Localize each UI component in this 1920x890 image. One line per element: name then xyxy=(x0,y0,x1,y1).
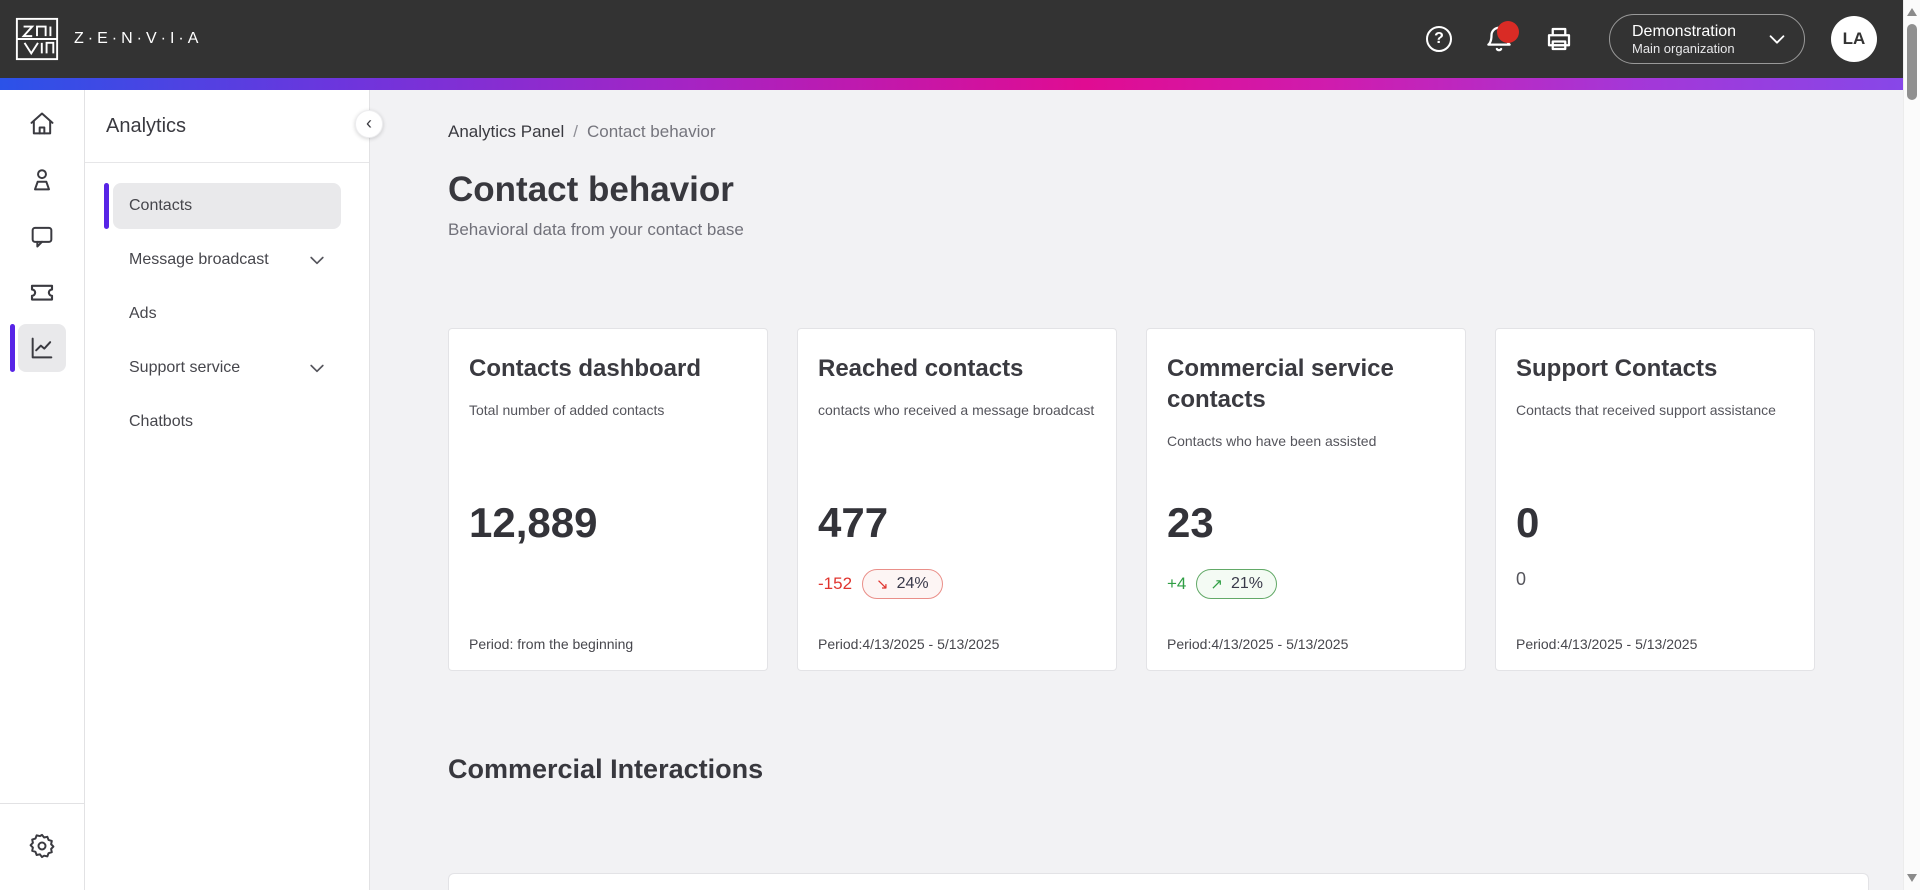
topbar: Z·E·N·V·I·A ? Demonstration Main organiz xyxy=(0,0,1903,78)
card-delta-row: -152 ↘ 24% xyxy=(818,569,943,599)
card-description: Contacts who have been assisted xyxy=(1167,433,1377,449)
organization-switcher[interactable]: Demonstration Main organization xyxy=(1609,14,1805,64)
sidebar-item-label: Chatbots xyxy=(129,413,194,430)
commercial-interactions-panel xyxy=(448,873,1869,890)
chevron-left-icon: ‹ xyxy=(366,112,372,133)
scroll-up-arrow[interactable] xyxy=(1907,8,1917,16)
sidebar-item-message-broadcast[interactable]: Message broadcast xyxy=(113,237,341,283)
sidebar-menu: Contacts Message broadcast Ads Support s… xyxy=(104,183,341,445)
sidebar-title: Analytics xyxy=(106,115,187,137)
sidebar-collapse-button[interactable]: ‹ xyxy=(355,110,383,138)
kpi-cards-row: Contacts dashboard Total number of added… xyxy=(448,328,1869,671)
person-icon xyxy=(28,166,56,194)
ticket-icon xyxy=(27,277,57,307)
card-description: Total number of added contacts xyxy=(469,402,665,418)
organization-texts: Demonstration Main organization xyxy=(1632,22,1736,57)
trend-up-icon: ↗ xyxy=(1210,576,1223,593)
chat-bubble-icon xyxy=(28,222,56,250)
print-button[interactable] xyxy=(1539,19,1579,59)
sidebar-item-contacts[interactable]: Contacts xyxy=(104,183,341,229)
settings-button[interactable] xyxy=(18,822,66,870)
organization-name: Demonstration xyxy=(1632,22,1737,40)
chevron-down-icon xyxy=(1766,28,1788,50)
brand[interactable]: Z·E·N·V·I·A xyxy=(14,16,202,62)
card-period: Period:4/13/2025 - 5/13/2025 xyxy=(1516,636,1698,652)
card-value: 23 xyxy=(1167,499,1214,546)
delta-value: 0 xyxy=(1516,569,1527,589)
help-icon: ? xyxy=(1426,26,1452,52)
breadcrumb-analytics-panel[interactable]: Analytics Panel xyxy=(448,122,565,141)
card-reached-contacts: Reached contacts contacts who received a… xyxy=(797,328,1117,671)
card-title: Support Contacts xyxy=(1516,355,1718,382)
printer-icon xyxy=(1544,24,1574,54)
user-avatar[interactable]: LA xyxy=(1831,16,1877,62)
card-contacts-dashboard: Contacts dashboard Total number of added… xyxy=(448,328,768,671)
card-commercial-service-contacts: Commercial service contacts Contacts who… xyxy=(1146,328,1466,671)
scroll-down-arrow[interactable] xyxy=(1907,874,1917,882)
sidebar-item-label: Message broadcast xyxy=(129,251,269,268)
rail-bottom xyxy=(0,803,85,890)
card-period: Period:4/13/2025 - 5/13/2025 xyxy=(1167,636,1349,652)
trend-percent: 24% xyxy=(896,575,929,592)
sidebar-divider xyxy=(85,162,369,163)
section-title-commercial-interactions: Commercial Interactions xyxy=(448,754,764,784)
card-title: Commercial service contacts xyxy=(1167,355,1394,413)
notification-dot xyxy=(1497,21,1519,43)
app-shell: Analytics ‹ Contacts Message broadcast A… xyxy=(0,90,1903,890)
page-title: Contact behavior xyxy=(448,170,734,209)
trend-down-icon: ↘ xyxy=(876,576,889,593)
sidebar-item-label: Contacts xyxy=(129,197,193,214)
rail-item-tickets[interactable] xyxy=(18,268,66,316)
breadcrumb-current: Contact behavior xyxy=(586,122,716,141)
trend-badge-down: ↘ 24% xyxy=(862,569,943,599)
home-icon xyxy=(28,110,56,138)
trend-badge-up: ↗ 21% xyxy=(1196,569,1277,599)
sidebar-item-label: Ads xyxy=(129,305,157,322)
rail-item-home[interactable] xyxy=(18,100,66,148)
card-delta-row: +4 ↗ 21% xyxy=(1167,569,1277,599)
card-title: Reached contacts xyxy=(818,355,1024,382)
card-value: 477 xyxy=(818,499,889,546)
chevron-down-icon xyxy=(307,250,327,270)
card-period: Period:4/13/2025 - 5/13/2025 xyxy=(818,636,1000,652)
card-value: 0 xyxy=(1516,499,1540,546)
sidebar-item-label: Support service xyxy=(129,359,241,376)
organization-detail: Main organization xyxy=(1632,40,1735,56)
line-chart-icon xyxy=(28,334,56,362)
icon-rail xyxy=(0,90,85,890)
card-period: Period: from the beginning xyxy=(469,636,634,652)
breadcrumb-separator: / xyxy=(573,122,578,141)
delta-value: +4 xyxy=(1167,574,1187,593)
rail-divider xyxy=(0,803,85,804)
help-button[interactable]: ? xyxy=(1419,19,1459,59)
active-rail-indicator xyxy=(10,324,15,372)
trend-percent: 21% xyxy=(1230,575,1263,592)
main-content: Analytics Panel / Contact behavior Conta… xyxy=(370,90,1903,890)
sidebar-item-chatbots[interactable]: Chatbots xyxy=(113,399,341,445)
rail-item-contacts[interactable] xyxy=(18,156,66,204)
zenvia-logo-icon xyxy=(14,16,60,62)
delta-value: -152 xyxy=(818,574,853,593)
breadcrumb: Analytics Panel / Contact behavior xyxy=(448,120,1869,144)
page-subtitle: Behavioral data from your contact base xyxy=(448,220,744,239)
brand-text: Z·E·N·V·I·A xyxy=(74,30,203,47)
sidebar-item-ads[interactable]: Ads xyxy=(113,291,341,337)
sidebar-item-support-service[interactable]: Support service xyxy=(113,345,341,391)
analytics-sidebar: Analytics ‹ Contacts Message broadcast A… xyxy=(85,90,383,890)
card-title: Contacts dashboard xyxy=(469,355,702,382)
active-item-indicator xyxy=(104,183,109,229)
scrollbar-thumb[interactable] xyxy=(1907,24,1917,100)
card-delta-row: 0 xyxy=(1516,569,1526,590)
gear-icon xyxy=(28,832,56,860)
chevron-down-icon xyxy=(307,358,327,378)
vertical-scrollbar[interactable] xyxy=(1903,0,1920,890)
rail-item-conversations[interactable] xyxy=(18,212,66,260)
card-description: Contacts that received support assistanc… xyxy=(1516,402,1776,418)
card-value: 12,889 xyxy=(469,499,598,546)
rail-item-analytics[interactable] xyxy=(10,324,66,372)
card-description: contacts who received a message broadcas… xyxy=(818,402,1095,418)
notifications-button[interactable] xyxy=(1479,19,1519,59)
card-support-contacts: Support Contacts Contacts that received … xyxy=(1495,328,1815,671)
brand-gradient-bar xyxy=(0,78,1903,90)
